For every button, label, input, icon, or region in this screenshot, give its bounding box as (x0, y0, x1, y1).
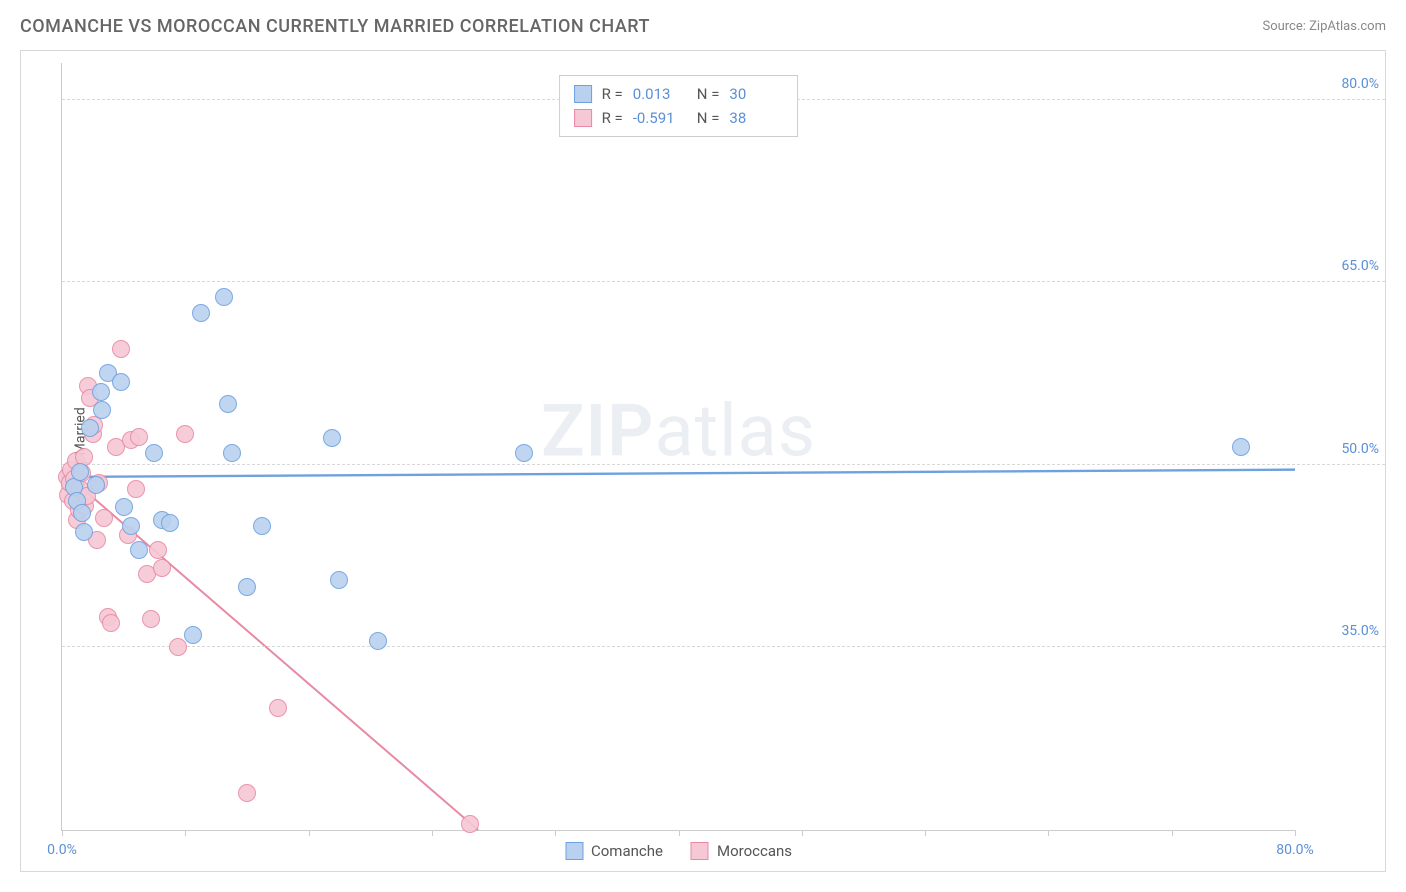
data-point-comanche (369, 632, 387, 650)
stats-row-comanche: R = 0.013 N = 30 (574, 82, 784, 106)
data-point-moroccans (149, 541, 167, 559)
n-label: N = (697, 106, 720, 130)
xtick (555, 830, 556, 836)
xtick (925, 830, 926, 836)
ytick-label: 35.0% (1341, 623, 1379, 639)
data-point-comanche (112, 373, 130, 391)
swatch-moroccans (574, 109, 592, 127)
data-point-moroccans (169, 638, 187, 656)
xtick (1048, 830, 1049, 836)
data-point-comanche (215, 288, 233, 306)
r-label: R = (602, 82, 623, 106)
data-point-comanche (71, 463, 89, 481)
chart-container: Currently Married ZIPatlas R = 0.013 N =… (20, 50, 1386, 872)
data-point-comanche (75, 523, 93, 541)
data-point-comanche (223, 444, 241, 462)
data-point-comanche (219, 395, 237, 413)
data-point-moroccans (112, 340, 130, 358)
legend-item-moroccans: Moroccans (691, 842, 792, 860)
ytick-label: 50.0% (1341, 441, 1379, 457)
n-label: N = (697, 82, 720, 106)
xtick (1295, 830, 1296, 836)
bottom-legend: Comanche Moroccans (565, 842, 792, 860)
source-attribution: Source: ZipAtlas.com (1262, 19, 1386, 34)
n-value-moroccans: 38 (729, 106, 783, 130)
data-point-comanche (130, 541, 148, 559)
data-point-moroccans (102, 614, 120, 632)
data-point-moroccans (176, 425, 194, 443)
data-point-moroccans (95, 509, 113, 527)
xtick (432, 830, 433, 836)
swatch-moroccans (691, 842, 709, 860)
r-label: R = (602, 106, 623, 130)
source-prefix: Source: (1262, 19, 1309, 34)
chart-title: COMANCHE VS MOROCCAN CURRENTLY MARRIED C… (20, 16, 650, 37)
watermark: ZIPatlas (541, 389, 816, 474)
data-point-comanche (253, 517, 271, 535)
data-point-comanche (145, 444, 163, 462)
data-point-comanche (122, 517, 140, 535)
legend-item-comanche: Comanche (565, 842, 663, 860)
data-point-comanche (238, 578, 256, 596)
xtick (1172, 830, 1173, 836)
xtick (309, 830, 310, 836)
legend-label-moroccans: Moroccans (717, 842, 792, 860)
data-point-comanche (73, 504, 91, 522)
data-point-moroccans (238, 784, 256, 802)
data-point-comanche (515, 444, 533, 462)
data-point-comanche (115, 498, 133, 516)
xtick (185, 830, 186, 836)
trendline-comanche (62, 470, 1295, 477)
data-point-comanche (184, 626, 202, 644)
data-point-moroccans (142, 610, 160, 628)
data-point-comanche (192, 304, 210, 322)
n-value-comanche: 30 (729, 82, 783, 106)
stats-legend: R = 0.013 N = 30 R = -0.591 N = 38 (559, 75, 799, 137)
data-point-comanche (81, 419, 99, 437)
xtick (62, 830, 63, 836)
source-link[interactable]: ZipAtlas.com (1309, 19, 1386, 34)
legend-label-comanche: Comanche (591, 842, 663, 860)
data-point-moroccans (153, 559, 171, 577)
data-point-moroccans (127, 480, 145, 498)
data-point-moroccans (269, 699, 287, 717)
data-point-comanche (87, 476, 105, 494)
xtick-label: 80.0% (1276, 842, 1314, 858)
r-value-moroccans: -0.591 (633, 106, 687, 130)
swatch-comanche (565, 842, 583, 860)
xtick (679, 830, 680, 836)
swatch-comanche (574, 85, 592, 103)
xtick-label: 0.0% (47, 842, 77, 858)
data-point-moroccans (461, 815, 479, 833)
xtick (802, 830, 803, 836)
data-point-comanche (93, 401, 111, 419)
gridline (62, 281, 1385, 282)
trend-lines (62, 63, 1295, 830)
r-value-comanche: 0.013 (633, 82, 687, 106)
gridline (62, 646, 1385, 647)
gridline (62, 464, 1385, 465)
data-point-moroccans (130, 428, 148, 446)
stats-row-moroccans: R = -0.591 N = 38 (574, 106, 784, 130)
watermark-right: atlas (654, 389, 816, 474)
ytick-label: 80.0% (1341, 76, 1379, 92)
data-point-comanche (92, 383, 110, 401)
watermark-left: ZIP (541, 389, 654, 474)
plot-area: ZIPatlas R = 0.013 N = 30 R = -0.591 N =… (61, 63, 1295, 831)
data-point-comanche (330, 571, 348, 589)
ytick-label: 65.0% (1341, 258, 1379, 274)
data-point-comanche (161, 514, 179, 532)
data-point-comanche (1232, 438, 1250, 456)
data-point-comanche (323, 429, 341, 447)
